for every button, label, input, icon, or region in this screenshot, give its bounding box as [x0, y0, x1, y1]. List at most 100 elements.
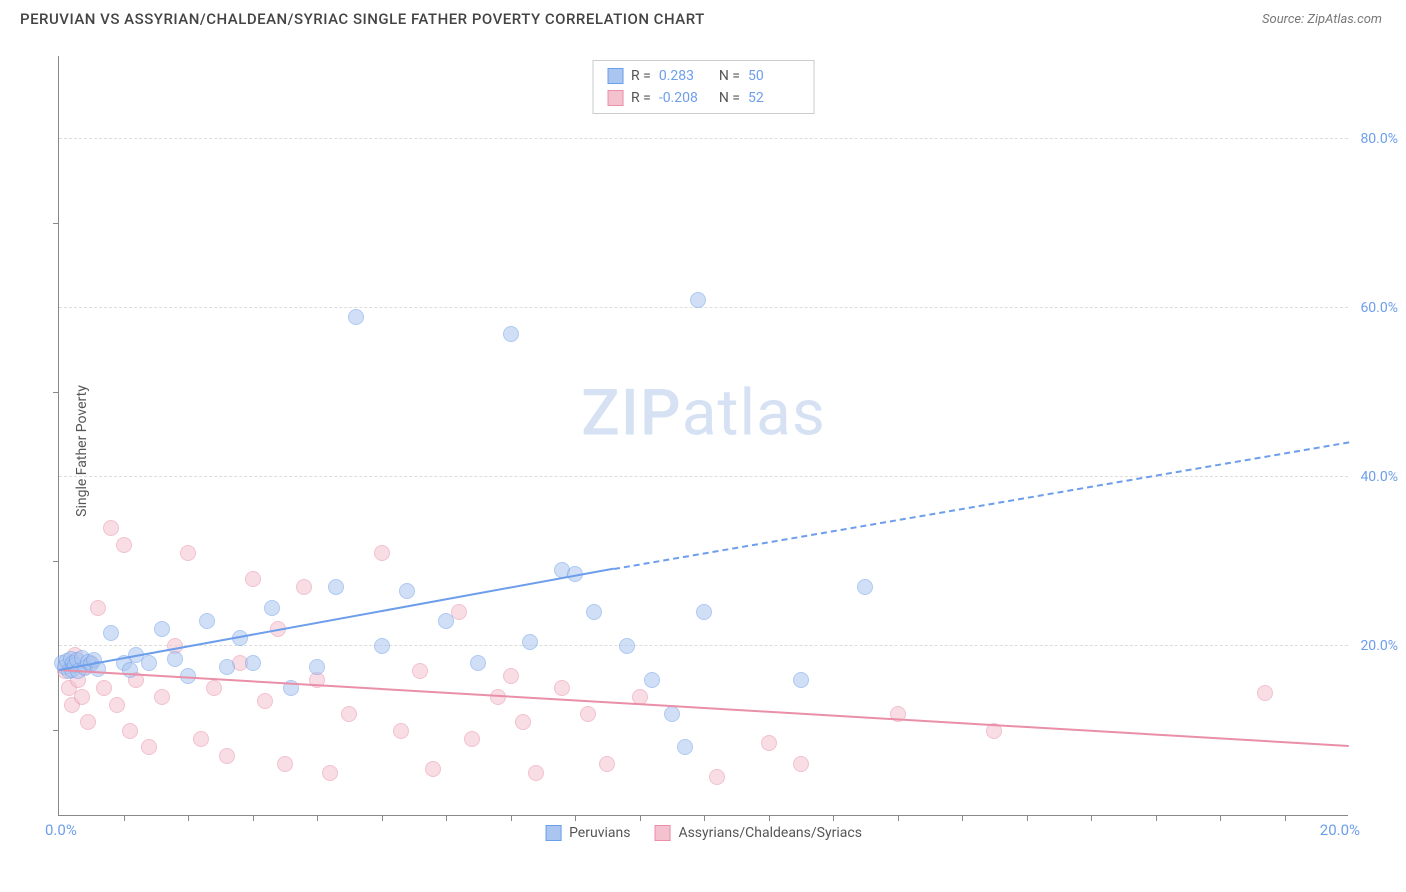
assyrians-point: [464, 731, 480, 747]
peruvians-point: [328, 579, 344, 595]
x-tick: [898, 815, 899, 821]
peruvians-point: [167, 651, 183, 667]
assyrians-point: [374, 545, 390, 561]
assyrians-point: [296, 579, 312, 595]
swatch-peruvians-icon: [545, 825, 561, 841]
watermark: ZIPatlas: [581, 375, 826, 450]
peruvians-point: [154, 621, 170, 637]
swatch-assyrians-icon: [654, 825, 670, 841]
chart-container: Single Father Poverty ZIPatlas R = 0.283…: [50, 56, 1380, 846]
peruvians-point: [664, 706, 680, 722]
y-tick-label: 20.0%: [1360, 638, 1398, 654]
peruvians-point: [696, 604, 712, 620]
x-tick: [1220, 815, 1221, 821]
assyrians-point: [277, 756, 293, 772]
legend-stats: R = 0.283 N = 50 R = -0.208 N = 52: [592, 60, 815, 114]
swatch-peruvians-icon: [607, 68, 623, 84]
assyrians-point: [599, 756, 615, 772]
gridline: [59, 307, 1348, 308]
assyrians-point: [96, 680, 112, 696]
peruvians-point: [793, 672, 809, 688]
assyrians-point: [80, 714, 96, 730]
legend-item-peruvians: Peruvians: [545, 825, 630, 841]
assyrians-point: [180, 545, 196, 561]
x-tick: [1156, 815, 1157, 821]
assyrians-point: [109, 697, 125, 713]
chart-title: PERUVIAN VS ASSYRIAN/CHALDEAN/SYRIAC SIN…: [20, 10, 705, 28]
peruvians-point: [219, 659, 235, 675]
y-tick-label: 40.0%: [1360, 469, 1398, 485]
peruvians-point: [503, 326, 519, 342]
peruvians-point: [103, 625, 119, 641]
source-attribution: Source: ZipAtlas.com: [1262, 12, 1382, 27]
peruvians-point: [348, 309, 364, 325]
assyrians-point: [90, 600, 106, 616]
assyrians-point: [515, 714, 531, 730]
x-tick: [1285, 815, 1286, 821]
legend-row-peruvians: R = 0.283 N = 50: [607, 65, 800, 87]
peruvians-point: [245, 655, 261, 671]
peruvians-point: [399, 583, 415, 599]
assyrians-point: [74, 689, 90, 705]
assyrians-point: [141, 739, 157, 755]
peruvians-point: [470, 655, 486, 671]
assyrians-point: [709, 769, 725, 785]
assyrians-point: [393, 723, 409, 739]
y-tick: [53, 561, 59, 562]
gridline: [59, 138, 1348, 139]
peruvians-point: [857, 579, 873, 595]
x-tick: [253, 815, 254, 821]
assyrians-point: [580, 706, 596, 722]
assyrians-point: [103, 520, 119, 536]
y-tick: [53, 392, 59, 393]
x-axis-max: 20.0%: [1320, 821, 1360, 839]
assyrians-point: [554, 680, 570, 696]
assyrians-point: [206, 680, 222, 696]
x-tick: [640, 815, 641, 821]
assyrians-point: [122, 723, 138, 739]
peruvians-point: [374, 638, 390, 654]
assyrians-point: [425, 761, 441, 777]
legend-row-assyrians: R = -0.208 N = 52: [607, 87, 800, 109]
peruvians-point: [586, 604, 602, 620]
peruvians-point: [619, 638, 635, 654]
assyrians-point: [1257, 685, 1273, 701]
x-tick: [382, 815, 383, 821]
peruvians-trendline-dashed: [614, 441, 1350, 570]
peruvians-point: [677, 739, 693, 755]
legend-series: Peruvians Assyrians/Chaldeans/Syriacs: [545, 825, 862, 841]
x-tick: [1091, 815, 1092, 821]
assyrians-point: [257, 693, 273, 709]
x-tick: [124, 815, 125, 821]
x-tick: [769, 815, 770, 821]
y-tick-label: 60.0%: [1360, 300, 1398, 316]
assyrians-point: [412, 663, 428, 679]
y-tick: [53, 730, 59, 731]
assyrians-point: [503, 668, 519, 684]
assyrians-point: [245, 571, 261, 587]
x-tick: [1027, 815, 1028, 821]
assyrians-point: [793, 756, 809, 772]
peruvians-point: [690, 292, 706, 308]
assyrians-point: [761, 735, 777, 751]
peruvians-point: [199, 613, 215, 629]
assyrians-point: [341, 706, 357, 722]
peruvians-point: [522, 634, 538, 650]
x-tick: [446, 815, 447, 821]
assyrians-point: [219, 748, 235, 764]
x-axis-min: 0.0%: [45, 821, 77, 839]
x-tick: [833, 815, 834, 821]
assyrians-trendline: [59, 669, 1349, 747]
gridline: [59, 645, 1348, 646]
x-tick: [188, 815, 189, 821]
legend-item-assyrians: Assyrians/Chaldeans/Syriacs: [654, 825, 861, 841]
y-tick: [53, 223, 59, 224]
assyrians-point: [193, 731, 209, 747]
assyrians-point: [116, 537, 132, 553]
x-tick: [704, 815, 705, 821]
peruvians-point: [141, 655, 157, 671]
x-tick: [511, 815, 512, 821]
y-tick-label: 80.0%: [1360, 131, 1398, 147]
plot-area: ZIPatlas R = 0.283 N = 50 R = -0.208 N =…: [58, 56, 1348, 816]
assyrians-point: [528, 765, 544, 781]
